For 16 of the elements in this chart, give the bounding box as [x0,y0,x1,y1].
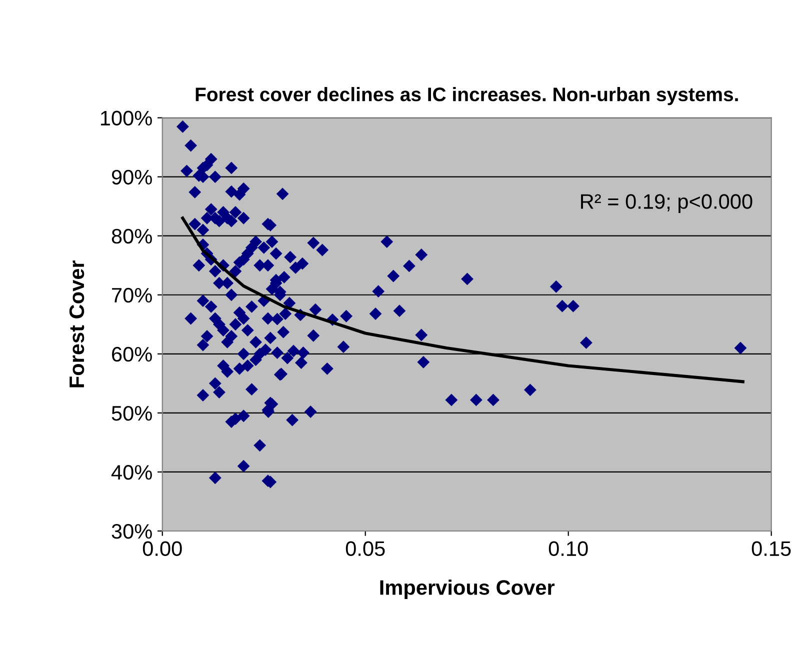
x-tick-label: 0.00 [142,541,182,556]
y-tick-label: 50% [112,406,152,421]
y-tick-label: 80% [112,228,152,244]
x-tick-label: 0.15 [752,541,791,556]
annotation: R² = 0.19; p<0.000 [581,194,752,214]
y-tick-label: 30% [112,524,152,539]
y-tick-label: 70% [112,288,152,303]
chart-title: Forest cover declines as IC increases. Non-urban systems. [196,87,738,106]
x-tick-label: 0.05 [346,541,385,556]
y-tick-label: 60% [112,346,152,362]
x-axis-title: Impervious Cover [380,580,555,600]
y-tick-label: 90% [112,170,152,185]
y-axis-title: Forest Cover [69,260,84,388]
x-tick-label: 0.10 [548,541,588,556]
y-tick-label: 40% [111,464,152,480]
y-tick-label: 100% [100,110,152,126]
